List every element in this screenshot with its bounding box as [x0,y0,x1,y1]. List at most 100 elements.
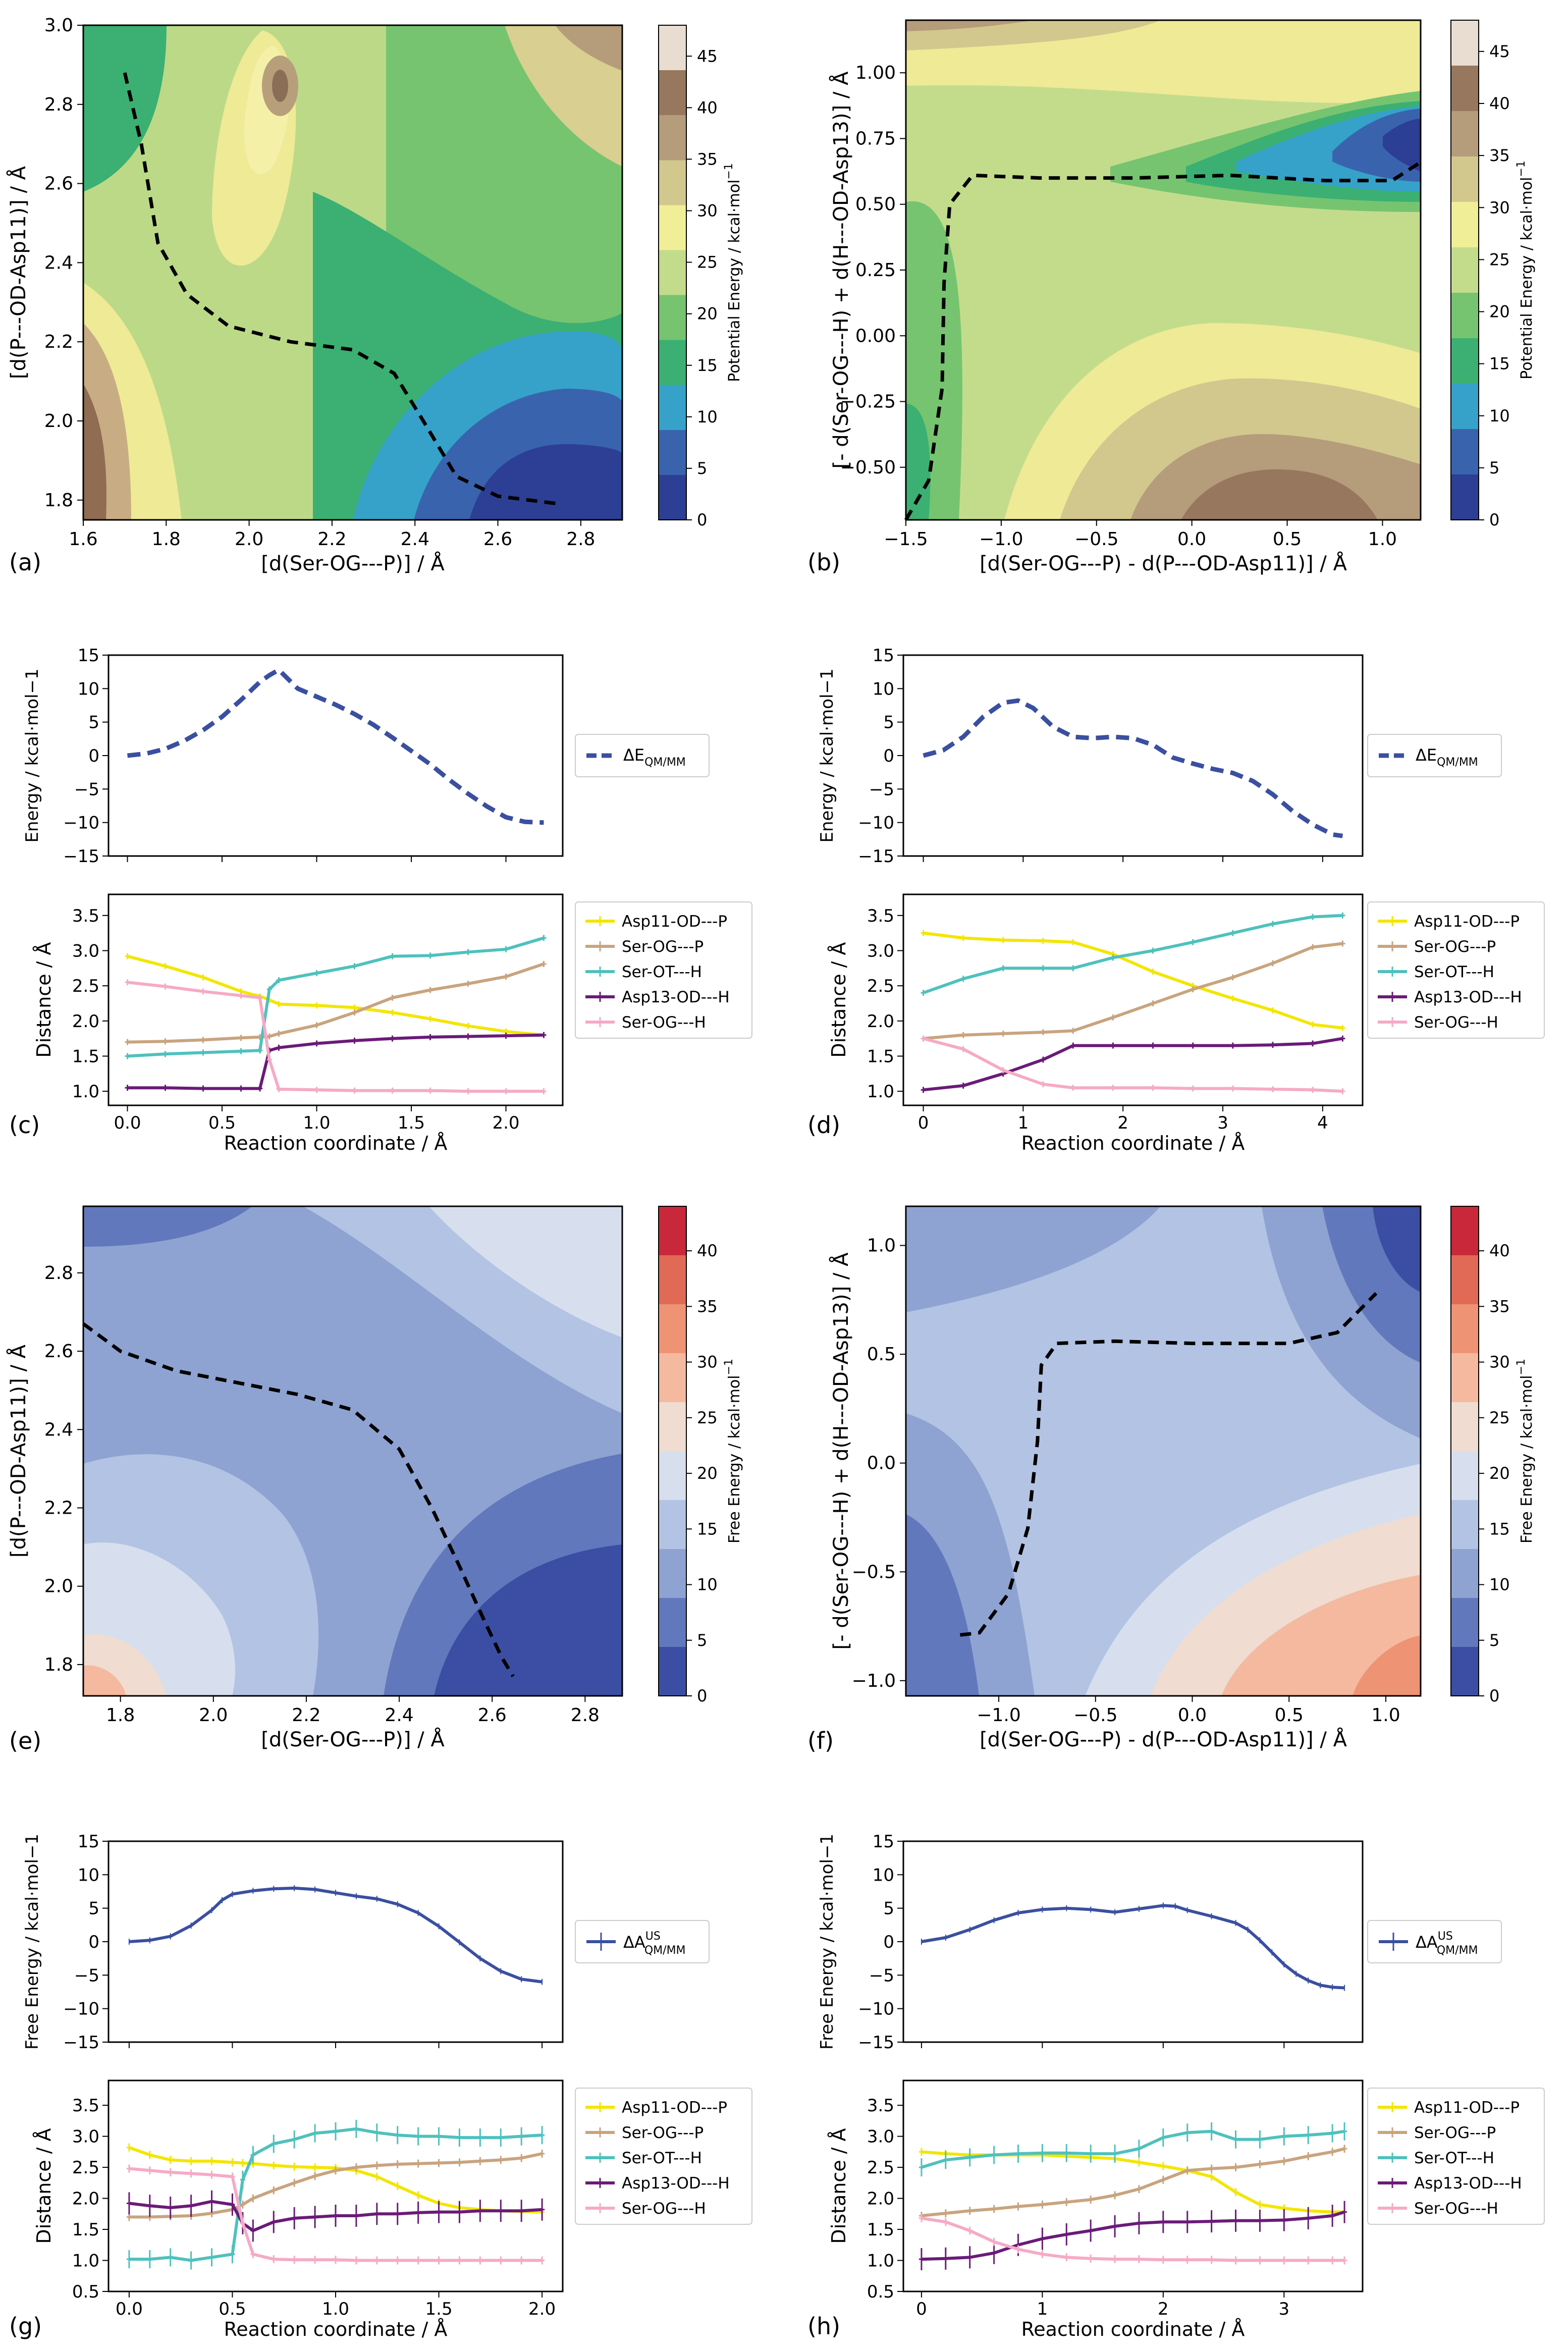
y-tick-label: 2.2 [44,332,73,352]
panel-a-colorbar: 0 5 10 15 20 25 30 35 40 45 Potential Energy / kc… [658,25,743,529]
energy-series-line [921,1904,1345,1990]
legend-label: Ser-OT---H [1414,2149,1494,2167]
y-tick-label: −15 [63,846,99,867]
x-tick-label: 2 [1158,2299,1169,2319]
y-tick-label: −15 [63,2033,99,2053]
energy-plot-h_energy: −15 −10 −5 0 5 10 15 Free Energy / kcal·mol−1 ΔA… [817,1832,1502,2053]
x-tick-label: 1.0 [303,1113,330,1133]
y-axis-label: Distance / Å [33,942,55,1057]
energy-series-line [923,698,1343,838]
legend-frame [1367,1920,1502,1963]
panel-a: 1.6 1.8 2.0 2.2 2.4 2.6 2.8 1.8 2.0 2.2 2.4 2.6 2.8 3… [6,15,743,576]
legend-main: ΔA [1416,1933,1438,1952]
legend-label: Ser-OG---P [622,938,704,956]
energy-plot-d_energy: −15 −10 −5 0 5 10 15 Energy / kcal·mol−1 ΔEQM/MM [817,646,1502,867]
y-tick-label: 1.5 [867,2220,894,2240]
x-axis-label: [d(Ser-OG---P) - d(P---OD-Asp11)] / Å [980,551,1347,575]
colorbar-tick-label: 35 [697,1297,718,1316]
y-tick-label: 1.8 [44,1654,73,1675]
legend-label: Asp11-OD---P [1414,2099,1520,2117]
panel-a-axes: 1.6 1.8 2.0 2.2 2.4 2.6 2.8 1.8 2.0 2.2 2.4 2.6 2.8 3… [6,15,595,575]
y-tick-label: 3.5 [72,2096,99,2116]
y-tick-label: 2.6 [44,174,73,194]
x-tick-label: 2.0 [235,529,263,550]
colorbar-tick-label: 20 [697,304,718,324]
panel-b-colorbar: 0 5 10 15 20 25 30 35 40 45 Potential Energy / kc… [1450,20,1536,529]
y-tick-label: 10 [873,679,894,699]
x-tick-label: 0.0 [1177,529,1206,550]
panel-e-reaction-path [82,1322,515,1677]
energy-plot-g_energy: −15 −10 −5 0 5 10 15 Free Energy / kcal·mol−1 ΔA… [22,1832,710,2053]
x-tick-label: 1.0 [1371,1705,1400,1726]
legend-frame [575,1920,710,1963]
y-tick-label: −0.25 [840,392,896,412]
y-tick-label: 1.5 [72,2220,99,2240]
y-axis-label: Distance / Å [33,2128,55,2244]
y-tick-label: 3.0 [72,2127,99,2147]
energy-series-line [129,1886,543,1984]
legend-label: ΔEQM/MM [1416,745,1478,769]
legend-label: Ser-OG---P [622,2124,704,2142]
panel-a-reaction-path [123,72,561,506]
colorbar-a-gradient [658,25,687,520]
x-tick-label: 2.8 [566,529,595,550]
series-line [129,2152,543,2219]
y-tick-label: 15 [78,1832,99,1852]
y-tick-label: 3.0 [867,941,894,961]
panel-f: −1.0 −0.5 0.0 0.5 1.0 −1.0 −0.5 0.0 0.5 1.0 [d(Ser… [807,1205,1536,1754]
x-tick-label: 0 [918,1113,929,1133]
y-tick-label: −10 [63,813,99,833]
legend-label: ΔAUS QM/MM [1416,1930,1478,1957]
colorbar-tick-label: 25 [1489,1408,1510,1427]
series-line [923,931,1343,1030]
axes-frame [902,654,1364,857]
series-line [129,2127,543,2262]
series-line [923,942,1343,1040]
x-tick-label: 0.0 [1178,1705,1207,1726]
x-axis-label: Reaction coordinate / Å [1021,2318,1245,2340]
legend-label: Ser-OG---P [1414,2124,1496,2142]
y-tick-label: 15 [873,1832,894,1852]
colorbar-tick-label: 0 [1489,1686,1499,1705]
x-tick-label: 1.5 [425,2299,453,2319]
y-tick-label: 5 [883,713,894,733]
series-line [921,2210,1345,2261]
x-tick-label: 2.4 [385,1705,413,1726]
y-tick-label: −1.0 [852,1671,896,1691]
x-tick-label: 3 [1217,1113,1228,1133]
y-tick-label: 1.0 [867,1082,894,1102]
y-axis-label: Distance / Å [828,2128,850,2244]
panel-e-colorbar: 0 5 10 15 20 25 30 35 40 Free Energy / kcal·mol−… [658,1206,743,1705]
series-line [127,963,545,1044]
y-tick-label: 2.2 [44,1498,73,1519]
colorbar-e-ticks: 0 5 10 15 20 25 30 35 40 [686,1241,718,1705]
y-tick-label: 0.0 [867,1453,896,1474]
legend-frame [575,901,752,1039]
x-tick-label: 2.0 [528,2299,556,2319]
legend-label: ΔAUS QM/MM [623,1930,686,1957]
x-tick-label: 1 [1037,2299,1048,2319]
legend-label: Ser-OG---P [1414,938,1496,956]
series-line [127,1033,544,1090]
panel-f-frame [905,1205,1422,1697]
legend-label: Asp13-OD---H [1414,2174,1522,2193]
colorbar-tick-label: 5 [1489,1631,1499,1650]
colorbar-tick-label: 45 [697,46,718,66]
y-tick-label: 2.0 [72,2189,99,2209]
y-axis-label: Energy / kcal·mol−1 [817,668,837,842]
y-tick-label: −5 [74,779,99,799]
colorbar-tick-label: 40 [1489,94,1510,113]
colorbar-a-ticks: 0 5 10 15 20 25 30 35 40 45 [686,46,718,529]
legend-label: Ser-OG---H [622,1013,706,1032]
legend-label: Asp13-OD---H [1414,988,1522,1006]
distance-plot-c_distance: 1.0 1.5 2.0 2.5 3.0 3.5 0.0 0.5 1.0 1.5 2.0 Reactio… [33,893,752,1154]
y-axis-label: Distance / Å [828,942,850,1057]
colorbar-tick-label: 40 [1489,1241,1510,1260]
panel-f-reaction-path [960,1292,1378,1637]
y-tick-label: −10 [858,1999,894,2019]
panel-f-axes: −1.0 −0.5 0.0 0.5 1.0 −1.0 −0.5 0.0 0.5 1.0 [d(Ser… [829,1236,1400,1751]
x-tick-label: 0.5 [1275,1705,1304,1726]
y-tick-label: −0.5 [852,1562,896,1582]
y-tick-label: 5 [88,713,99,733]
